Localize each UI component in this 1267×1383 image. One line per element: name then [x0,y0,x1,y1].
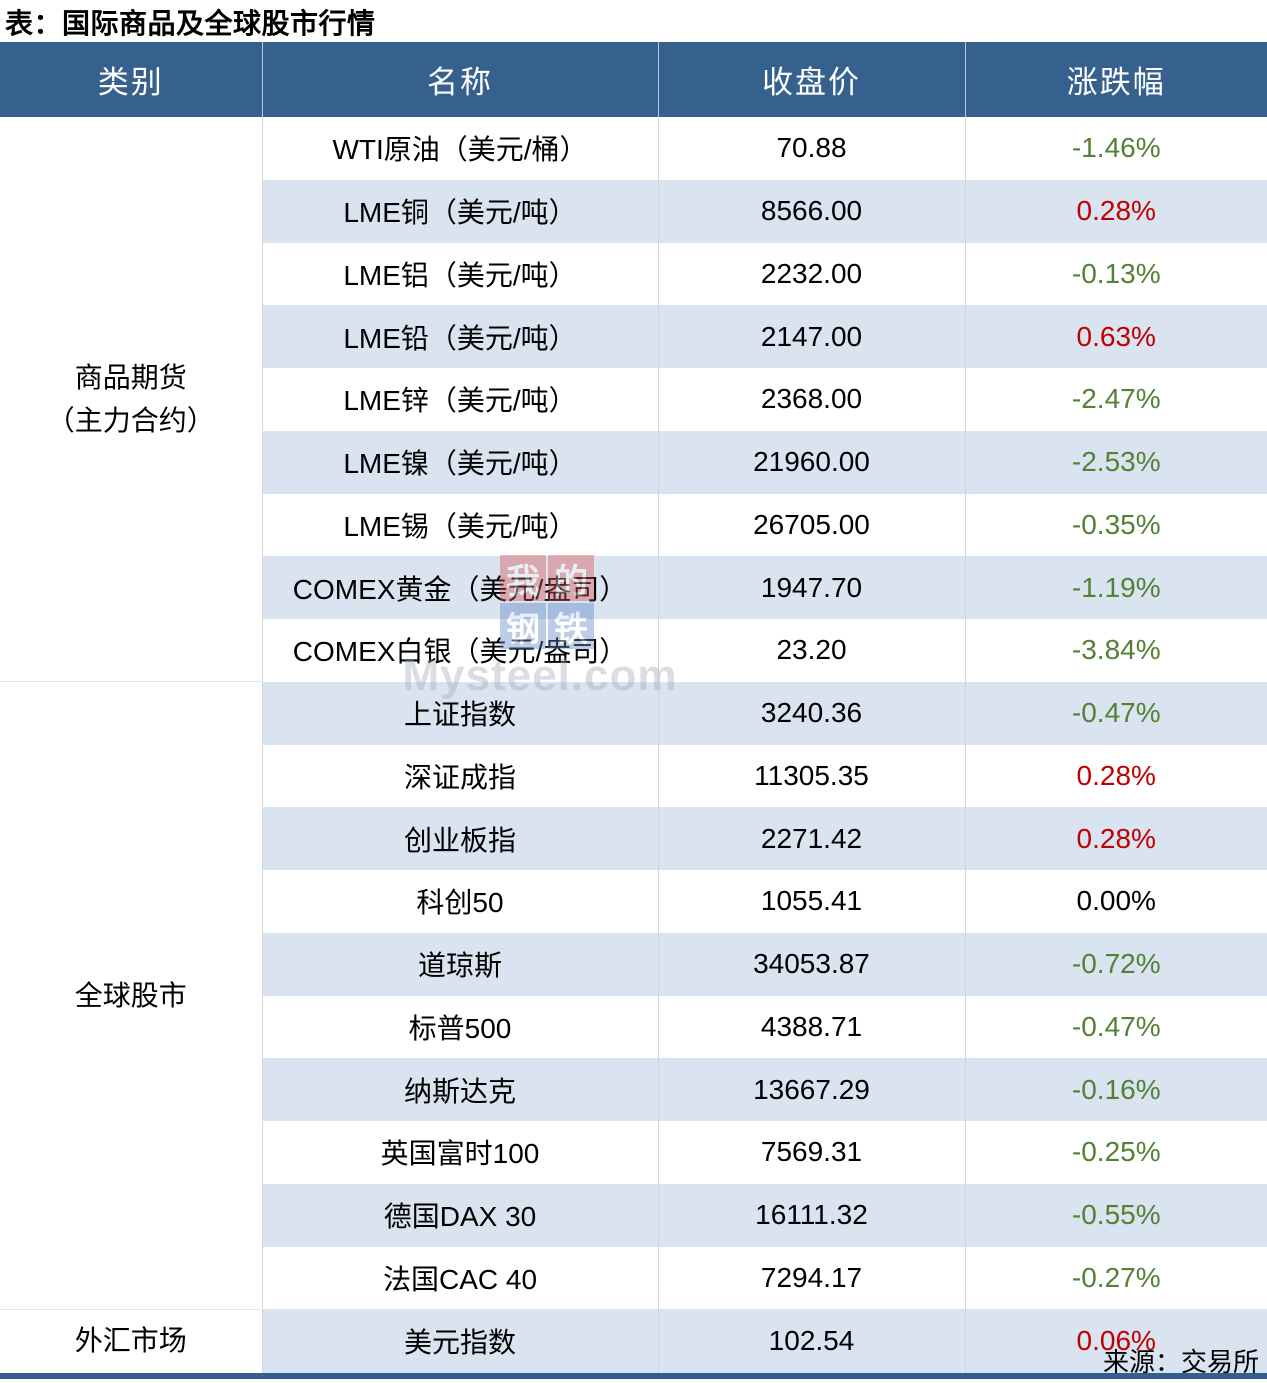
table-row: 标普500 4388.71 -0.47% [0,995,1267,1059]
change-cell: -0.47% [965,681,1267,745]
table-row: LME铝（美元/吨） 2232.00 -0.13% [0,242,1267,306]
table-row: LME镍（美元/吨） 21960.00 -2.53% [0,430,1267,494]
close-cell: 26705.00 [658,493,966,557]
change-cell: -0.55% [965,1183,1267,1247]
table-row: 外汇市场 美元指数 102.54 0.06% [0,1309,1267,1377]
name-cell: 道琼斯 [262,932,659,996]
table-row: 法国CAC 40 7294.17 -0.27% [0,1246,1267,1310]
table-row: 深证成指 11305.35 0.28% [0,744,1267,808]
change-cell: -1.46% [1071,132,1161,164]
close-cell: 2368.00 [658,368,966,431]
category-label: 外汇市场 [74,1325,187,1357]
close-cell: 16111.32 [658,1183,966,1247]
table-row: 纳斯达克 13667.29 -0.16% [0,1058,1267,1121]
close-cell: 2147.00 [658,305,966,368]
close-cell: 70.88 [658,117,966,180]
change-cell: -0.16% [965,1058,1267,1121]
close-cell: 8566.00 [658,179,966,243]
close-cell: 1947.70 [658,556,966,619]
change-cell: -0.72% [965,932,1267,996]
category-label: 商品期货 [74,361,187,393]
table-row: 德国DAX 30 16111.32 -0.55% [0,1183,1267,1247]
table-row: COMEX黄金（美元/盎司） 1947.70 -1.19% [0,556,1267,619]
name-cell: 英国富时100 [262,1121,659,1184]
table-row: 创业板指 2271.42 0.28% [0,807,1267,870]
table-row: LME锡（美元/吨） 26705.00 -0.35% [0,493,1267,557]
table-row: LME锌（美元/吨） 2368.00 -2.47% [0,368,1267,431]
change-cell: 0.28% [965,179,1267,243]
name-cell: LME铅（美元/吨） [262,305,659,368]
change-cell: -2.53% [965,430,1267,494]
table-row: 全球股市 上证指数 3240.36 -0.47% [0,681,1267,1310]
close-cell: 3240.36 [658,681,966,745]
header-change: 涨跌幅 [965,42,1267,117]
name-cell: 创业板指 [262,807,659,870]
name-cell: COMEX黄金（美元/盎司） [262,556,659,619]
name-cell: 深证成指 [262,744,659,808]
table-row: 科创50 1055.41 0.00% [0,870,1267,933]
change-cell: 0.63% [965,305,1267,368]
header-category: 类别 [0,42,263,117]
name-cell: 纳斯达克 [262,1058,659,1121]
change-cell: 0.28% [1076,759,1156,791]
table-header-row: 类别 名称 收盘价 涨跌幅 [0,42,1267,117]
category-cell: 外汇市场 [0,1309,263,1377]
close-cell: 2232.00 [658,242,966,306]
close-cell: 23.20 [658,619,966,682]
change-cell: -2.47% [1071,383,1161,415]
close-cell: 13667.29 [658,1058,966,1121]
table-row: LME铜（美元/吨） 8566.00 0.28% [0,179,1267,243]
name-cell: 上证指数 [262,681,659,745]
close-cell: 102.54 [658,1309,966,1376]
name-cell: 美元指数 [262,1309,659,1376]
table-body: 商品期货 （主力合约） WTI原油（美元/桶） 70.88 -1.46% LME铜（美元/… [0,117,1267,1377]
name-cell: LME铜（美元/吨） [262,179,659,243]
name-cell: WTI原油（美元/桶） [262,117,659,180]
change-cell: -1.19% [965,556,1267,619]
change-cell: -0.47% [1071,1010,1161,1042]
market-table: 类别 名称 收盘价 涨跌幅 商品期货 （主力合约） WTI原油（美元/桶） 70.88… [0,42,1267,1379]
close-cell: 11305.35 [658,744,966,808]
name-cell: LME锡（美元/吨） [262,493,659,557]
table-row: COMEX白银（美元/盎司） 23.20 -3.84% [0,619,1267,682]
close-cell: 4388.71 [658,995,966,1059]
category-cell: 全球股市 [0,681,263,1310]
name-cell: 德国DAX 30 [262,1183,659,1247]
category-label: 全球股市 [74,979,187,1011]
source-note: 来源：交易所 [1102,1347,1259,1377]
header-name: 名称 [262,42,659,117]
name-cell: 标普500 [262,995,659,1059]
close-cell: 7294.17 [658,1246,966,1310]
change-cell: -3.84% [1071,634,1161,666]
name-cell: 法国CAC 40 [262,1246,659,1310]
table-row: LME铅（美元/吨） 2147.00 0.63% [0,305,1267,368]
table-row: 英国富时100 7569.31 -0.25% [0,1121,1267,1184]
close-cell: 1055.41 [658,870,966,933]
close-cell: 2271.42 [658,807,966,870]
change-cell: 0.06% [965,1309,1267,1376]
header-close: 收盘价 [658,42,966,117]
close-cell: 34053.87 [658,932,966,996]
close-cell: 7569.31 [658,1121,966,1184]
name-cell: 科创50 [262,870,659,933]
table-row: 商品期货 （主力合约） WTI原油（美元/桶） 70.88 -1.46% [0,117,1267,683]
name-cell: LME锌（美元/吨） [262,368,659,431]
name-cell: LME镍（美元/吨） [262,430,659,494]
close-cell: 21960.00 [658,430,966,494]
page-title: 表：国际商品及全球股市行情 [5,8,376,39]
change-cell: 0.00% [1076,885,1156,917]
change-cell: 0.28% [965,807,1267,870]
name-cell: COMEX白银（美元/盎司） [262,619,659,682]
category-cell: 商品期货 （主力合约） [0,117,263,683]
change-cell: -0.35% [1071,508,1161,540]
category-label: （主力合约） [46,405,215,437]
change-cell: -0.27% [1071,1261,1161,1293]
name-cell: LME铝（美元/吨） [262,242,659,306]
change-cell: -0.13% [1071,257,1161,289]
table-row: 道琼斯 34053.87 -0.72% [0,932,1267,996]
change-cell: -0.25% [1071,1136,1161,1168]
